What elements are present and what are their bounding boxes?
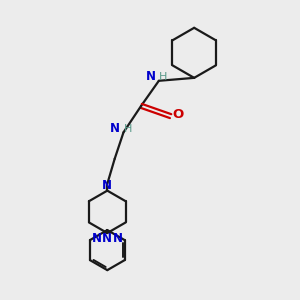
Text: N: N (92, 232, 101, 245)
Text: N: N (102, 179, 112, 192)
Text: H: H (124, 124, 132, 134)
Text: N: N (110, 122, 120, 135)
Text: N: N (146, 70, 156, 83)
Text: N: N (113, 232, 123, 245)
Text: H: H (159, 72, 167, 82)
Text: O: O (172, 108, 184, 121)
Text: N: N (102, 232, 112, 245)
